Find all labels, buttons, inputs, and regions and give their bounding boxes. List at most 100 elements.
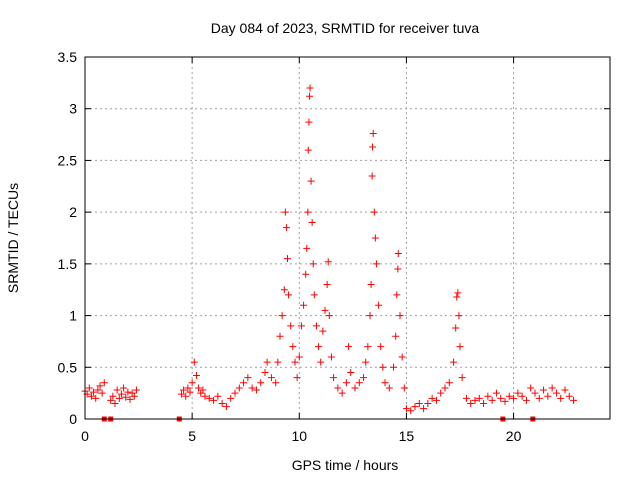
data-point — [188, 379, 196, 387]
data-point — [130, 392, 138, 400]
data-point — [347, 368, 355, 376]
data-point — [377, 343, 385, 351]
data-point — [338, 389, 346, 397]
x-axis-label: GPS time / hours — [292, 457, 399, 473]
data-point — [186, 388, 194, 396]
data-point — [261, 368, 269, 376]
data-point — [531, 389, 539, 397]
data-point — [126, 395, 134, 403]
data-point — [480, 399, 488, 407]
data-point — [570, 396, 578, 404]
data-point — [375, 301, 383, 309]
data-point — [122, 393, 130, 401]
data-point — [484, 392, 492, 400]
y-tick-label: 2.5 — [58, 152, 78, 168]
y-tick-label: 2 — [69, 204, 77, 220]
data-point — [462, 394, 470, 402]
data-point — [201, 392, 209, 400]
y-tick-label: 0 — [69, 411, 77, 427]
data-point — [302, 270, 310, 278]
data-point — [505, 392, 513, 400]
data-point — [120, 384, 128, 392]
data-point — [304, 208, 312, 216]
axis-ticks: 0 0.5 1 1.5 2 2.5 3 3.5 0 5 10 15 20 — [58, 49, 610, 444]
data-point — [235, 384, 243, 392]
data-point — [312, 322, 320, 330]
data-point — [252, 386, 260, 394]
data-point — [281, 208, 289, 216]
data-point — [366, 312, 374, 320]
data-point — [540, 386, 548, 394]
data-point — [345, 343, 353, 351]
y-tick-label: 1 — [69, 308, 77, 324]
data-point — [276, 332, 284, 340]
data-point — [522, 396, 530, 404]
data-point — [306, 84, 314, 92]
data-point — [306, 92, 314, 100]
plot-frame — [84, 56, 611, 420]
data-point — [124, 388, 132, 396]
data-point — [362, 358, 370, 366]
data-point — [303, 244, 311, 252]
x-tick-label: 0 — [81, 428, 89, 444]
data-point — [398, 353, 406, 361]
data-point — [360, 374, 368, 382]
data-point — [113, 386, 121, 394]
data-point — [308, 218, 316, 226]
data-point — [192, 372, 200, 380]
data-point — [282, 224, 290, 232]
data-point — [92, 394, 100, 402]
data-point — [280, 286, 288, 294]
data-point — [394, 250, 402, 258]
data-point — [272, 379, 280, 387]
y-tick-label: 1.5 — [58, 256, 78, 272]
data-point — [278, 312, 286, 320]
data-point — [390, 363, 398, 371]
data-point — [214, 392, 222, 400]
data-point — [317, 358, 325, 366]
data-point — [400, 384, 408, 392]
data-point — [96, 382, 104, 390]
data-point — [492, 389, 500, 397]
data-point — [177, 390, 185, 398]
data-point — [432, 396, 440, 404]
data-point — [295, 353, 303, 361]
data-point — [210, 396, 218, 404]
data-points — [81, 84, 578, 422]
data-point — [205, 394, 213, 402]
y-tick-label: 3.5 — [58, 49, 78, 65]
data-point — [307, 177, 315, 185]
data-point — [445, 379, 453, 387]
data-point — [304, 146, 312, 154]
data-point — [561, 386, 569, 394]
data-point — [330, 374, 338, 382]
data-point — [458, 374, 466, 382]
data-point — [518, 392, 526, 400]
data-point — [402, 405, 410, 413]
data-point — [85, 384, 93, 392]
data-point — [289, 343, 297, 351]
data-point — [257, 379, 265, 387]
data-point — [565, 392, 573, 400]
data-point — [364, 343, 372, 351]
data-point — [424, 399, 432, 407]
data-point — [510, 394, 518, 402]
data-point — [471, 396, 479, 404]
data-point — [291, 358, 299, 366]
data-point — [111, 399, 119, 407]
data-point — [527, 384, 535, 392]
data-point — [218, 399, 226, 407]
data-point — [323, 281, 331, 289]
data-point — [452, 324, 460, 332]
data-point — [475, 394, 483, 402]
data-point — [240, 379, 248, 387]
data-point — [98, 389, 106, 397]
data-point — [132, 386, 140, 394]
data-point — [327, 353, 335, 361]
data-point — [407, 407, 415, 415]
data-point — [488, 396, 496, 404]
data-point — [117, 390, 125, 398]
data-point — [385, 384, 393, 392]
data-point — [342, 379, 350, 387]
data-point — [324, 258, 332, 266]
